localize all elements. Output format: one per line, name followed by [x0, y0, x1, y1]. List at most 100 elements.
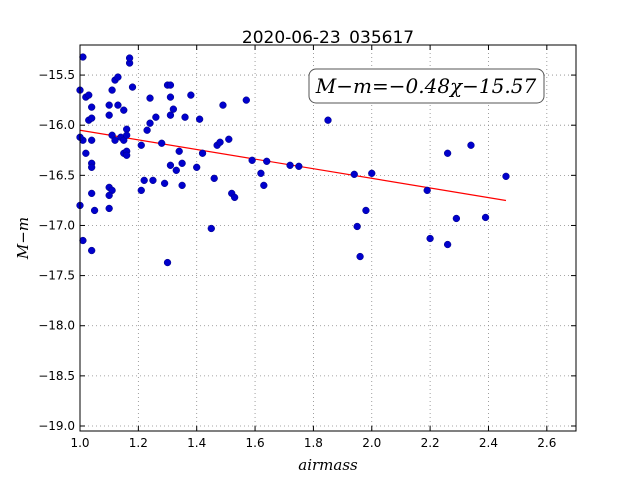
- data-point: [108, 86, 116, 94]
- data-point: [123, 151, 131, 159]
- data-point: [79, 236, 87, 245]
- data-point: [368, 169, 376, 177]
- data-point: [166, 111, 175, 119]
- data-point: [163, 258, 172, 267]
- data-point: [178, 159, 186, 167]
- data-point: [178, 181, 186, 190]
- y-tick-labels: −15.5 −16.0 −16.5 −17.0 −17.5 −18.0 −18.5 −19.0: [38, 68, 75, 433]
- data-point: [172, 166, 180, 174]
- data-point: [123, 131, 131, 139]
- data-point: [324, 116, 332, 124]
- data-point: [146, 94, 154, 102]
- data-point: [353, 222, 361, 231]
- data-point: [481, 213, 490, 222]
- data-point: [286, 161, 294, 169]
- data-point: [105, 191, 113, 200]
- data-point: [181, 113, 189, 121]
- x-tick-label: 2.2: [421, 436, 440, 450]
- y-tick-label: −18.0: [38, 319, 75, 333]
- data-point: [263, 157, 271, 165]
- fit-equation: M−m=−0.48χ−15.57: [315, 74, 537, 98]
- data-point: [502, 172, 510, 180]
- data-point: [166, 93, 175, 101]
- data-point: [160, 179, 169, 188]
- data-point: [146, 119, 154, 127]
- data-point: [242, 96, 250, 104]
- data-point: [230, 193, 239, 202]
- data-point: [152, 113, 160, 121]
- x-tick-label: 2.6: [537, 436, 556, 450]
- annotation-box: [308, 68, 545, 104]
- data-point: [125, 54, 134, 62]
- x-tick-label: 1.2: [129, 436, 148, 450]
- x-tick-label: 2.0: [362, 436, 381, 450]
- y-tick-label: −17.0: [38, 218, 75, 232]
- x-tick-label: 1.6: [246, 436, 265, 450]
- data-points: [76, 53, 510, 267]
- data-point: [105, 101, 113, 109]
- data-point: [137, 141, 145, 149]
- x-tick-labels: 1.0 1.2 1.4 1.6 1.8 2.0 2.2 2.4 2.6: [70, 436, 556, 450]
- data-point: [210, 174, 218, 182]
- chart-title: 2020-06-23_035617: [242, 28, 414, 48]
- x-tick-label: 1.8: [304, 436, 323, 450]
- y-tick-label: −18.5: [38, 369, 75, 383]
- data-point: [169, 105, 178, 113]
- data-point: [426, 234, 434, 243]
- data-point: [137, 186, 145, 195]
- data-point: [295, 162, 303, 170]
- y-tick-label: −19.0: [38, 419, 75, 433]
- data-point: [423, 186, 431, 195]
- data-point: [120, 106, 128, 114]
- data-point: [350, 170, 358, 178]
- data-point: [248, 156, 256, 164]
- data-point: [149, 176, 157, 185]
- data-point: [175, 147, 183, 155]
- data-point: [166, 81, 175, 89]
- y-tick-label: −16.5: [38, 168, 75, 182]
- data-point: [90, 206, 99, 215]
- data-point: [143, 126, 151, 134]
- data-point: [356, 252, 364, 261]
- data-point: [111, 136, 119, 144]
- plot-background: [80, 45, 576, 431]
- data-point: [88, 103, 96, 111]
- x-tick-label: 1.0: [70, 436, 89, 450]
- y-tick-label: −15.5: [38, 68, 75, 82]
- y-tick-label: −17.5: [38, 269, 75, 283]
- data-point: [140, 176, 148, 185]
- formula-annotation: M−m=−0.48χ−15.57: [308, 68, 545, 104]
- data-point: [207, 224, 215, 233]
- data-point: [128, 83, 137, 91]
- data-point: [443, 149, 452, 157]
- data-point: [82, 149, 90, 157]
- data-point: [216, 138, 224, 146]
- data-point: [85, 91, 93, 99]
- plot-frame: [79, 44, 577, 432]
- data-point: [257, 169, 265, 177]
- data-point: [225, 135, 233, 143]
- data-point: [187, 91, 195, 99]
- x-tick-label: 1.4: [187, 436, 206, 450]
- axis-ticks: [79, 45, 576, 431]
- x-tick-label: 2.4: [479, 436, 498, 450]
- data-point: [166, 161, 175, 169]
- x-axis-label: airmass: [298, 456, 358, 474]
- data-point: [79, 53, 87, 61]
- y-axis-label: M−m: [14, 217, 32, 260]
- data-point: [105, 111, 113, 119]
- data-point: [88, 189, 96, 198]
- data-point: [105, 204, 113, 213]
- data-point: [158, 139, 166, 147]
- data-point: [195, 115, 204, 123]
- data-point: [452, 214, 461, 223]
- data-point: [443, 240, 452, 249]
- data-point: [114, 101, 122, 109]
- data-point: [260, 181, 268, 190]
- data-point: [193, 163, 201, 171]
- data-point: [88, 114, 96, 122]
- plot-area: [76, 44, 577, 432]
- data-point: [114, 73, 122, 81]
- data-point: [88, 163, 96, 171]
